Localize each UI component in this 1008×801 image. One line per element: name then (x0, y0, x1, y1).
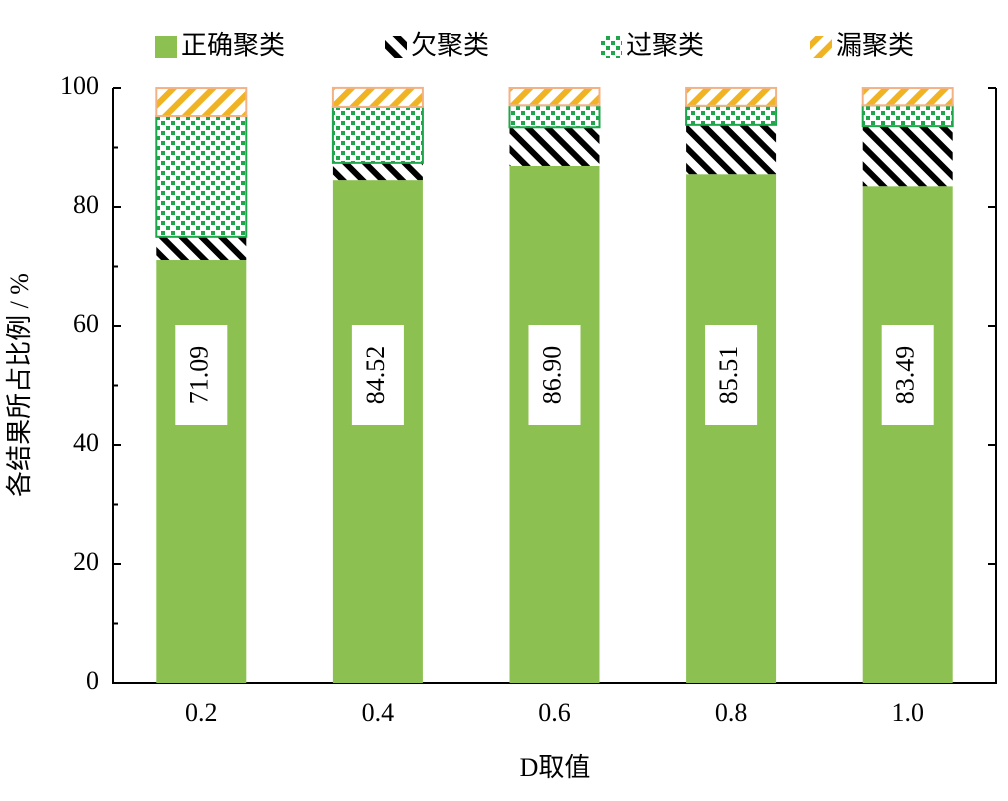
bar-segment (685, 86, 778, 107)
value-label: 83.49 (891, 346, 920, 405)
x-tick-label: 1.0 (891, 698, 924, 727)
bar-segment (156, 260, 247, 683)
x-tick-label: 0.4 (362, 698, 395, 727)
y-tick-label: 60 (73, 309, 99, 338)
bar-segment (685, 104, 778, 126)
bar-segment (508, 104, 601, 129)
y-tick-label: 80 (73, 190, 99, 219)
bar-segment (332, 180, 423, 683)
legend-swatch (155, 36, 177, 58)
y-tick-label: 20 (73, 547, 99, 576)
y-tick-label: 0 (86, 666, 99, 695)
bar-segment (332, 162, 423, 181)
value-label-box (351, 325, 404, 425)
legend-label: 过聚类 (626, 31, 704, 60)
bar-segment (331, 86, 424, 108)
legend-swatch (810, 36, 832, 58)
bar-segment (862, 126, 953, 187)
bar-segment (862, 186, 953, 683)
bar-segment (686, 174, 777, 683)
bar-segment (861, 87, 954, 107)
value-label: 84.52 (361, 346, 390, 405)
bar-segment (686, 124, 777, 175)
value-label-box (705, 325, 758, 425)
x-tick-label: 0.6 (538, 698, 571, 727)
bar-segment (331, 105, 424, 164)
legend-label: 欠聚类 (411, 31, 489, 60)
value-label-box (528, 325, 581, 425)
bar-segment (508, 87, 601, 107)
value-label: 85.51 (714, 346, 743, 405)
bar-segment (861, 104, 954, 128)
bar-segment (509, 127, 600, 166)
bar-segment (155, 87, 248, 118)
value-label: 86.90 (537, 346, 566, 405)
y-axis-label: 各结果所占比例 / % (5, 273, 34, 497)
value-label: 71.09 (184, 346, 213, 405)
x-tick-label: 0.2 (185, 698, 218, 727)
bar-segment (156, 236, 247, 261)
legend-swatch (385, 36, 407, 58)
legend-swatch (600, 36, 622, 58)
x-axis-label: D取值 (520, 753, 591, 782)
y-tick-label: 40 (73, 428, 99, 457)
value-label-box (175, 325, 228, 425)
y-tick-label: 100 (60, 71, 99, 100)
value-label-box (881, 325, 934, 425)
legend-label: 漏聚类 (836, 31, 914, 60)
x-tick-label: 0.8 (715, 698, 748, 727)
bar-segment (155, 115, 248, 238)
legend-label: 正确聚类 (181, 31, 285, 60)
